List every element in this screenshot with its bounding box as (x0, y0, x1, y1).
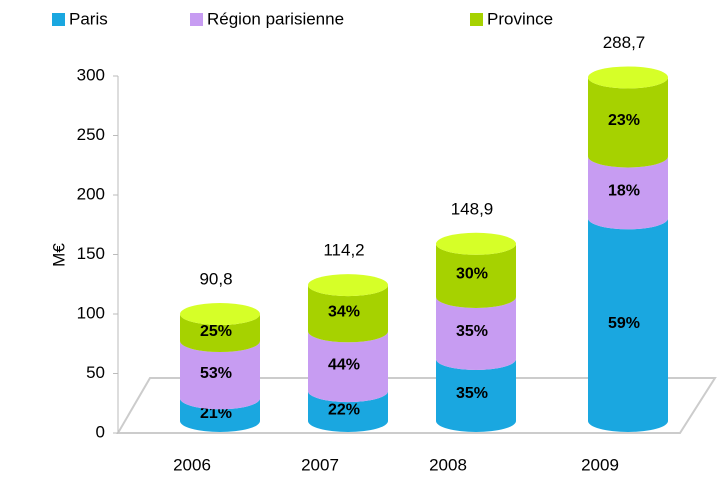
data-label: 30% (456, 266, 488, 283)
bar-segment (180, 398, 260, 432)
bar-segment (588, 77, 668, 168)
bar-segment (308, 285, 388, 343)
bar-segment (436, 358, 516, 432)
bar-segment (436, 296, 516, 370)
data-label: 25% (200, 323, 232, 340)
floor (116, 377, 717, 434)
bar-segment (308, 331, 388, 403)
cylinder-top (588, 66, 668, 89)
data-label: 35% (456, 323, 488, 340)
data-label: 44% (328, 356, 360, 373)
total-label: 90,8 (199, 270, 232, 289)
legend-swatch (52, 13, 65, 26)
cylinder-top (180, 303, 260, 326)
bar-segment (308, 391, 388, 432)
total-label: 114,2 (323, 241, 364, 260)
data-label: 59% (608, 315, 640, 332)
y-tick-label: 100 (77, 303, 105, 322)
data-label: 22% (328, 401, 360, 418)
x-tick-label: 2006 (173, 455, 211, 474)
x-tick-label: 2008 (429, 455, 467, 474)
y-axis-label: M€ (49, 243, 68, 267)
bar-segment (588, 156, 668, 230)
total-label: 288,7 (603, 33, 646, 52)
cylinder-top (436, 232, 516, 255)
data-label: 18% (608, 183, 640, 200)
legend-label: Région parisienne (207, 9, 344, 28)
y-tick-label: 200 (77, 184, 105, 203)
data-label: 35% (456, 385, 488, 402)
data-label: 23% (608, 112, 640, 129)
data-label: 53% (200, 365, 232, 382)
legend-label: Paris (69, 9, 108, 28)
y-tick-label: 0 (96, 422, 105, 441)
legend-swatch (470, 13, 483, 26)
y-tick-label: 250 (77, 125, 105, 144)
x-tick-label: 2009 (581, 455, 619, 474)
total-label: 148,9 (451, 199, 494, 218)
bar-segment (588, 218, 668, 432)
legend-swatch (190, 13, 203, 26)
bar-segment (180, 314, 260, 353)
y-tick-label: 150 (77, 244, 105, 263)
y-tick-label: 50 (86, 363, 105, 382)
x-tick-label: 2007 (301, 455, 339, 474)
bar-segment (180, 341, 260, 410)
legend-label: Province (487, 9, 553, 28)
data-label: 34% (328, 303, 360, 320)
y-tick-label: 300 (77, 65, 105, 84)
bar-segment (436, 243, 516, 308)
cylinder-top (308, 274, 388, 297)
